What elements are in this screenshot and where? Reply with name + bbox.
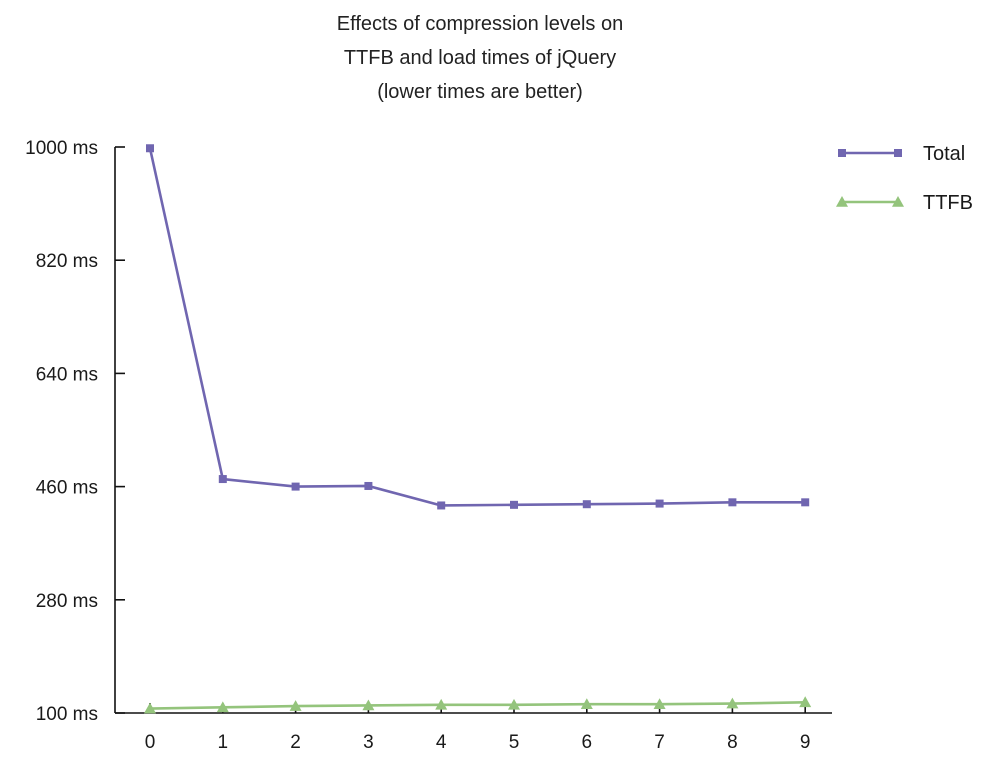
series-ttfb-point — [362, 699, 375, 711]
series-total-point — [728, 498, 737, 507]
y-tick-label: 460 ms — [36, 478, 98, 499]
series-ttfb-point — [508, 698, 520, 710]
series-ttfb-point — [653, 698, 666, 709]
series-ttfb-point — [799, 696, 812, 708]
series-total-point — [437, 501, 446, 510]
y-tick-label: 100 ms — [36, 704, 98, 725]
x-axis-ticks: 0 1 2 3 4 5 6 7 8 9 — [145, 703, 811, 753]
series-total-point — [655, 499, 664, 508]
series-total-point — [218, 475, 227, 484]
axes — [114, 147, 832, 714]
x-tick-label: 0 — [145, 732, 156, 753]
chart-title-line-2: TTFB and load times of jQuery — [344, 47, 616, 69]
chart-title: Effects of compression levels on TTFB an… — [337, 13, 623, 103]
chart-title-line-3: (lower times are better) — [377, 81, 583, 103]
y-tick-label: 820 ms — [36, 251, 98, 272]
x-tick-label: 1 — [218, 732, 229, 753]
x-tick-label: 5 — [509, 732, 520, 753]
series-total-point — [146, 144, 154, 153]
legend-item-ttfb: TTFB — [836, 192, 973, 214]
y-axis-ticks: 100 ms 280 ms 460 ms 640 ms 820 ms 1000 ms — [25, 138, 125, 725]
series-total-point — [364, 481, 373, 490]
series-ttfb-point — [435, 698, 448, 710]
x-tick-label: 3 — [363, 732, 374, 753]
x-tick-label: 9 — [800, 732, 811, 753]
series-ttfb — [144, 696, 812, 714]
legend-swatch-marker — [892, 196, 904, 207]
series-ttfb-point — [726, 697, 739, 709]
series-total — [146, 144, 810, 510]
legend-item-total: Total — [838, 143, 965, 165]
series-layer — [144, 144, 812, 714]
x-tick-label: 8 — [727, 732, 738, 753]
legend: Total TTFB — [836, 143, 973, 214]
series-ttfb-line — [149, 701, 806, 710]
y-tick-label: 1000 ms — [25, 138, 98, 159]
series-total-point — [510, 500, 518, 509]
series-total-point — [801, 498, 810, 507]
legend-swatch-marker — [836, 196, 848, 207]
y-tick-label: 640 ms — [36, 364, 98, 385]
series-ttfb-point — [144, 702, 156, 714]
series-ttfb-point — [289, 700, 302, 711]
x-tick-label: 7 — [654, 732, 665, 753]
legend-swatch-marker — [894, 149, 902, 157]
x-tick-label: 6 — [582, 732, 593, 753]
chart-title-line-1: Effects of compression levels on — [337, 13, 623, 35]
series-ttfb-point — [216, 701, 229, 713]
series-total-point — [582, 500, 591, 509]
series-ttfb-point — [580, 698, 593, 709]
legend-label: TTFB — [923, 192, 973, 214]
series-total-point — [291, 482, 300, 491]
x-tick-label: 2 — [290, 732, 301, 753]
legend-label: Total — [923, 143, 965, 165]
legend-swatch-marker — [838, 149, 846, 157]
y-tick-label: 280 ms — [36, 591, 98, 612]
x-tick-label: 4 — [436, 732, 447, 753]
series-total-line — [148, 147, 806, 507]
